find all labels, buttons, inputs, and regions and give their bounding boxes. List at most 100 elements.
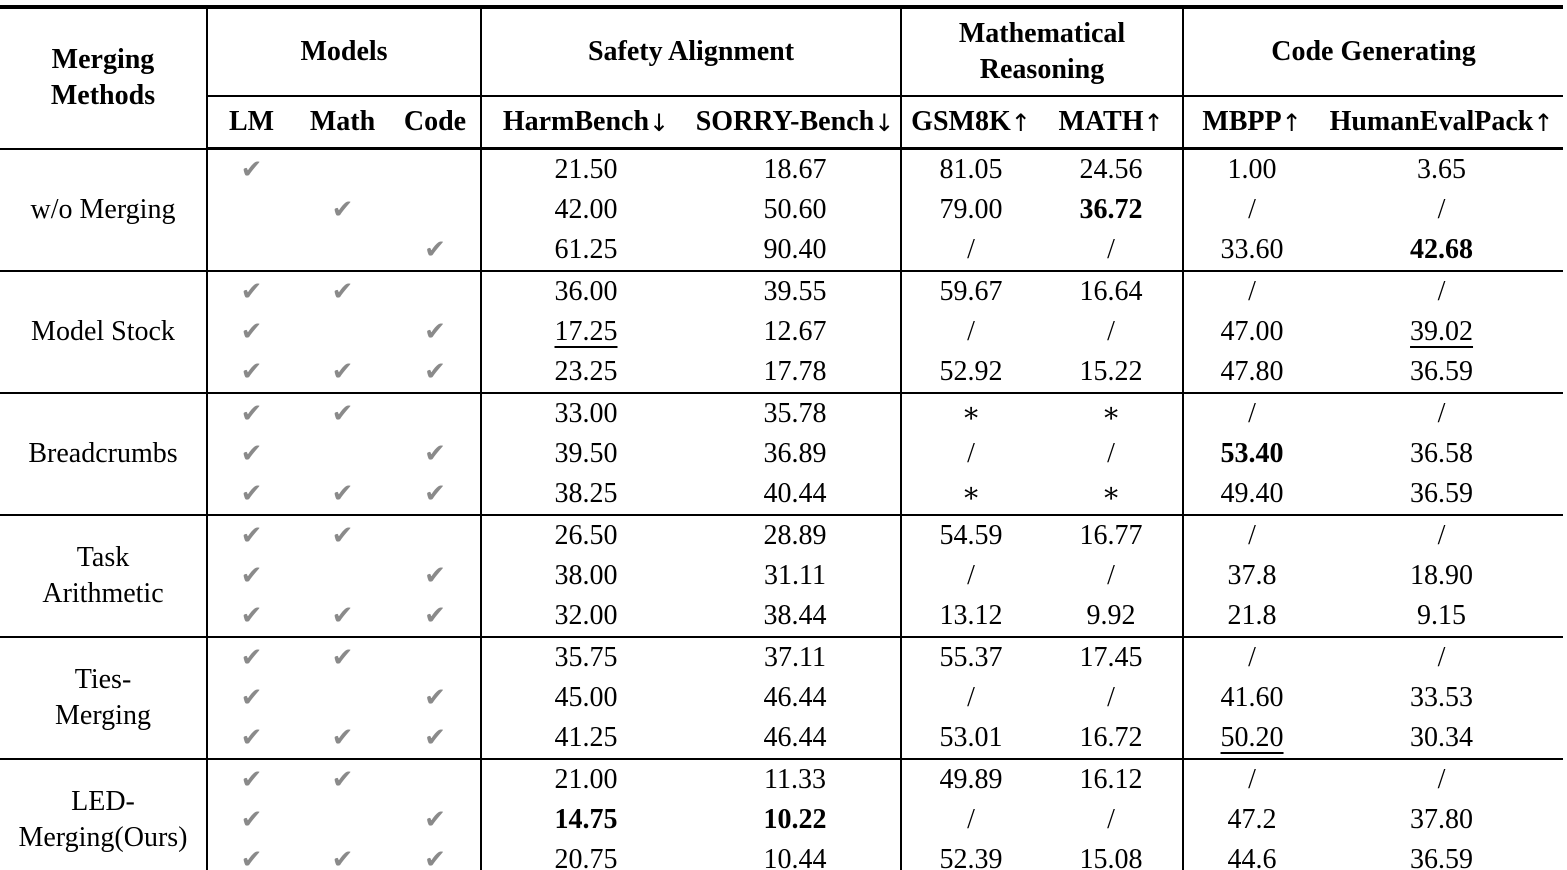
- table-row: ✔ ✔ 17.25 12.67 / / 47.00 39.02: [0, 312, 1563, 352]
- model-check-cell: ✔: [295, 718, 390, 759]
- value-cell: 31.11: [690, 556, 903, 596]
- model-check-cell: [390, 392, 482, 434]
- value-cell: /: [901, 678, 1040, 718]
- value-text: 41.25: [554, 721, 618, 753]
- value-text: 42.68: [1410, 233, 1474, 265]
- value-cell: 54.59: [901, 514, 1041, 556]
- value-text: 50.20: [1220, 721, 1284, 753]
- value-text: 54.59: [939, 519, 1003, 551]
- col-header-math: MATH↑: [1040, 96, 1185, 150]
- model-check-cell: [390, 270, 482, 312]
- value-text: 59.67: [939, 275, 1003, 307]
- value-text: 52.39: [939, 843, 1003, 870]
- value-text: 18.90: [1410, 559, 1474, 591]
- value-cell: /: [1320, 758, 1564, 800]
- model-check-cell: [207, 190, 295, 230]
- table-row: ✔ ✔ 45.00 46.44 / / 41.60 33.53: [0, 678, 1563, 718]
- value-text: /: [1107, 315, 1115, 347]
- value-cell: ∗: [1040, 392, 1185, 434]
- model-check-cell: [295, 556, 390, 596]
- value-cell: 13.12: [901, 596, 1040, 637]
- value-text: 39.55: [763, 275, 827, 307]
- value-cell: 10.44: [690, 840, 903, 870]
- value-text: 46.44: [763, 721, 827, 753]
- col-header-merging-methods: Merging Methods: [0, 7, 208, 149]
- value-text: /: [1107, 681, 1115, 713]
- value-text: 39.02: [1410, 315, 1474, 347]
- check-icon: ✔: [424, 600, 446, 631]
- value-cell: 38.25: [481, 474, 690, 515]
- value-text: 52.92: [939, 355, 1003, 387]
- value-cell: 18.67: [690, 147, 903, 190]
- table-row: Model Stock ✔ ✔ 36.00 39.55 59.67 16.64 / /: [0, 270, 1564, 393]
- value-text: /: [1437, 275, 1446, 307]
- value-text: 26.50: [554, 519, 618, 551]
- value-text: 33.60: [1220, 233, 1284, 265]
- value-cell: 53.40: [1183, 434, 1320, 474]
- value-text: 13.12: [939, 599, 1003, 631]
- value-text: 24.56: [1079, 153, 1143, 185]
- value-text: ∗: [961, 477, 981, 509]
- check-icon: ✔: [240, 356, 263, 387]
- check-icon: ✔: [424, 478, 446, 509]
- value-text: 16.72: [1079, 721, 1143, 753]
- up-arrow-icon: ↑: [1010, 108, 1031, 137]
- value-cell: 35.78: [690, 392, 903, 434]
- check-icon: ✔: [240, 844, 263, 870]
- value-text: /: [1107, 803, 1115, 835]
- value-cell: 33.53: [1320, 678, 1563, 718]
- value-text: /: [1248, 519, 1256, 551]
- value-cell: 32.00: [481, 596, 690, 637]
- model-check-cell: ✔: [295, 758, 390, 800]
- value-text: 16.64: [1079, 275, 1143, 307]
- value-text: 28.89: [763, 519, 827, 551]
- value-text: 10.44: [763, 843, 827, 870]
- value-cell: 1.00: [1183, 147, 1321, 190]
- value-cell: 41.60: [1183, 678, 1320, 718]
- value-cell: 46.44: [690, 718, 903, 759]
- value-text: 23.25: [554, 355, 618, 387]
- value-cell: 9.15: [1320, 596, 1563, 637]
- value-cell: 30.34: [1320, 718, 1563, 759]
- value-cell: 37.11: [690, 636, 903, 678]
- model-check-cell: ✔: [207, 718, 295, 759]
- value-text: 79.00: [939, 193, 1003, 225]
- model-check-cell: ✔: [390, 596, 482, 637]
- col-header-gsm8k: GSM8K↑: [901, 96, 1041, 150]
- value-cell: 37.80: [1320, 800, 1563, 840]
- value-cell: 39.02: [1320, 312, 1563, 352]
- check-icon: ✔: [331, 764, 354, 795]
- value-text: ∗: [1101, 477, 1121, 509]
- value-cell: /: [1040, 434, 1185, 474]
- value-cell: /: [1040, 556, 1185, 596]
- value-text: 21.00: [554, 763, 618, 795]
- model-check-cell: ✔: [390, 678, 482, 718]
- model-check-cell: [295, 230, 390, 271]
- value-text: 21.50: [554, 153, 618, 185]
- value-text: /: [967, 315, 975, 347]
- value-text: 38.44: [763, 599, 827, 631]
- value-text: 39.50: [554, 437, 618, 469]
- value-cell: 36.59: [1320, 840, 1563, 870]
- value-cell: 16.64: [1040, 270, 1185, 312]
- value-text: 61.25: [554, 233, 618, 265]
- value-text: 49.40: [1220, 477, 1284, 509]
- value-cell: 39.50: [481, 434, 690, 474]
- table-row: ✔ ✔ 39.50 36.89 / / 53.40 36.58: [0, 434, 1563, 474]
- value-text: 36.59: [1410, 477, 1474, 509]
- check-icon: ✔: [331, 844, 354, 870]
- table-row: ✔ ✔ ✔ 32.00 38.44 13.12 9.92 21.8 9.15: [0, 596, 1563, 637]
- value-cell: 90.40: [690, 230, 903, 271]
- value-cell: /: [901, 312, 1040, 352]
- value-cell: 24.56: [1040, 147, 1185, 190]
- group-header-safety-alignment: Safety Alignment: [481, 7, 903, 97]
- table-header: Merging Methods Models Safety Alignment Math…: [0, 7, 1564, 150]
- check-icon: ✔: [424, 804, 446, 835]
- table-row: Ties- Merging ✔ ✔ 35.75 37.11 55.37 17.45 / /: [0, 636, 1564, 759]
- value-text: /: [1107, 437, 1115, 469]
- value-text: 49.89: [939, 763, 1003, 795]
- value-cell: 17.78: [690, 352, 903, 393]
- value-cell: 17.45: [1040, 636, 1185, 678]
- value-cell: 21.50: [481, 147, 690, 190]
- value-text: 11.33: [764, 763, 826, 795]
